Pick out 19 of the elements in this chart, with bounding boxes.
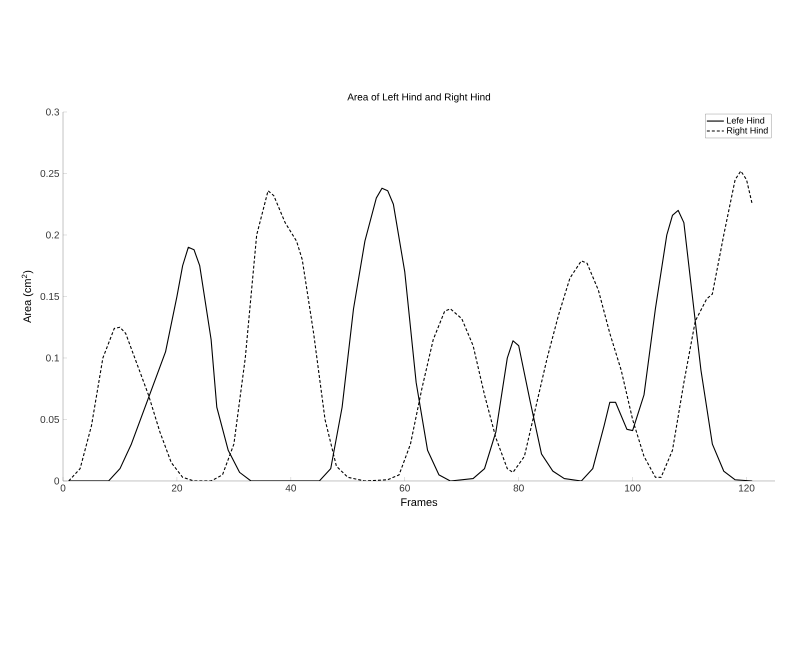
y-tick-label: 0.1 — [46, 354, 60, 362]
x-axis-title: Frames — [401, 498, 438, 506]
y-tick-label: 0.05 — [40, 416, 60, 424]
y-tick-label: 0.2 — [46, 231, 59, 239]
y-tick-label: 0.3 — [46, 108, 60, 116]
x-tick-label: 20 — [172, 484, 182, 492]
x-tick-label: 100 — [625, 484, 641, 492]
y-tick-label: 0.15 — [40, 292, 60, 300]
x-tick-label: 40 — [286, 484, 296, 492]
legend-label: Right Hind — [727, 127, 768, 136]
legend-label: Lefe Hind — [727, 117, 764, 124]
x-tick-label: 80 — [514, 484, 524, 492]
x-tick-label: 120 — [738, 484, 754, 492]
x-tick-label: 0 — [60, 484, 66, 492]
chart-title: Area of Left Hind and Right Hind — [347, 93, 490, 102]
y-tick-label: 0 — [54, 477, 60, 485]
y-tick-label: 0.25 — [40, 170, 60, 178]
x-tick-label: 60 — [400, 484, 410, 492]
y-axis-title: Area (cm$^{2}$) — [22, 270, 34, 323]
